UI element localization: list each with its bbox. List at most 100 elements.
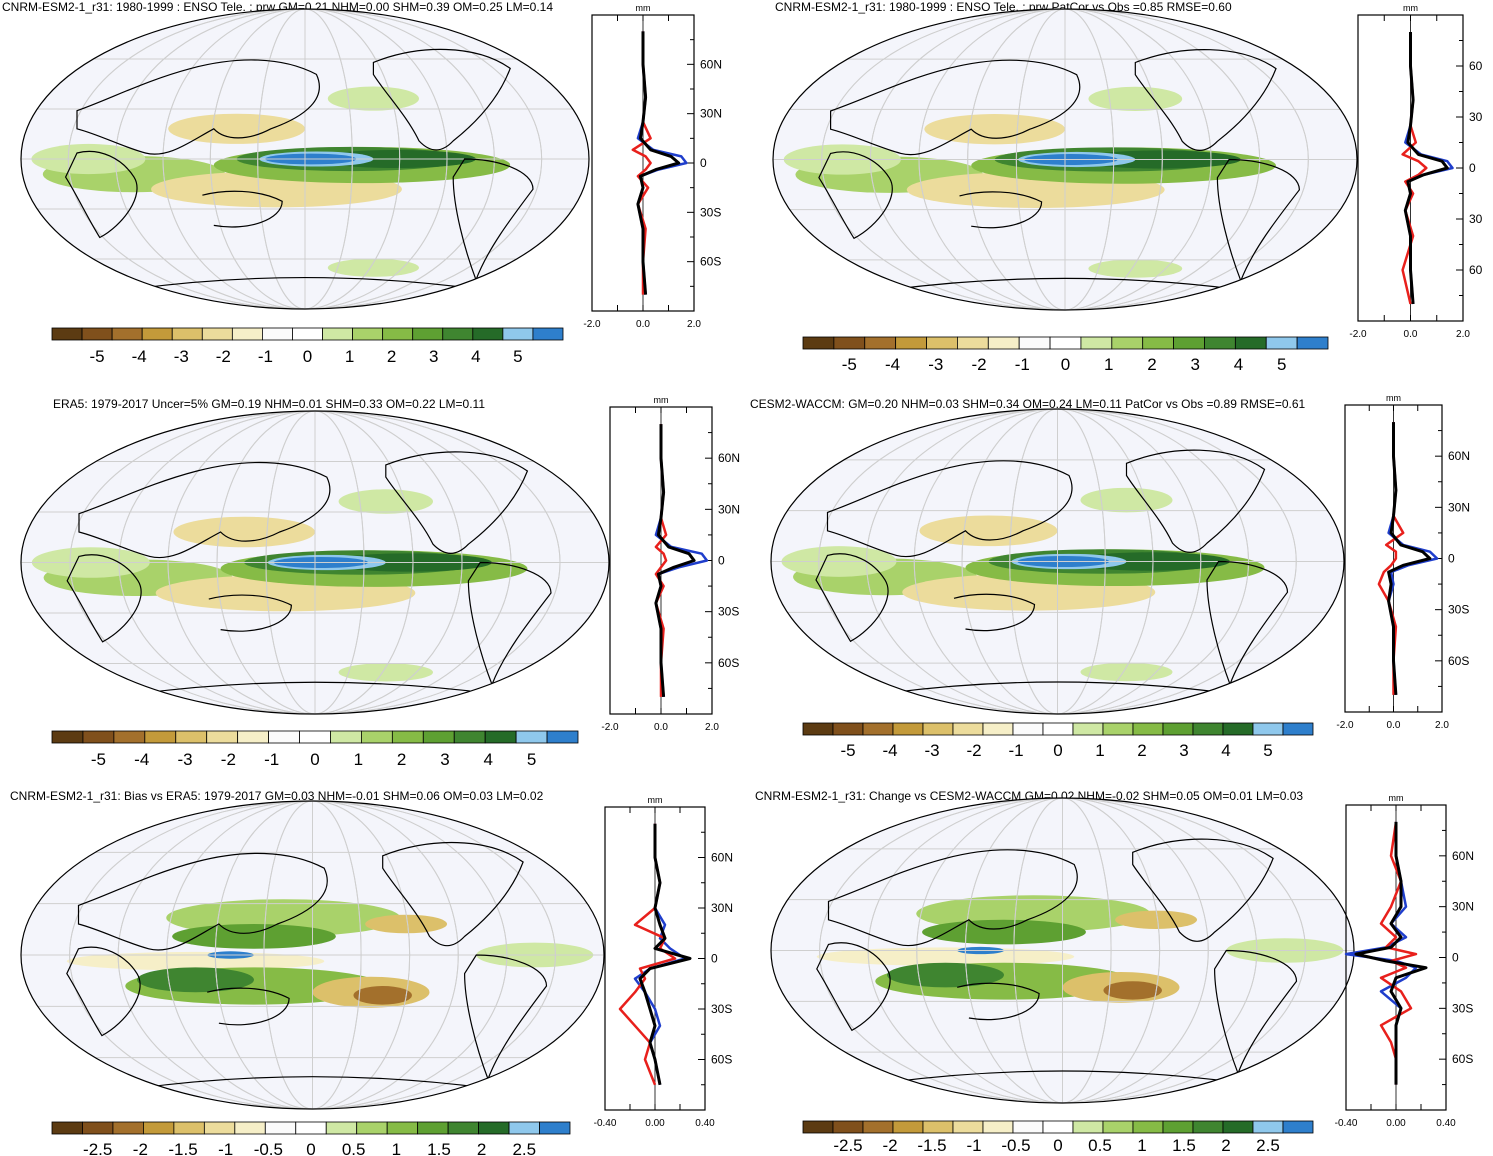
- colorbar-swatch: [262, 327, 293, 341]
- field-patch: [924, 114, 1065, 145]
- map-plot: [20, 410, 610, 715]
- colorbar-label: -5: [91, 750, 106, 769]
- x-tick-label: 2.0: [687, 319, 701, 330]
- colorbar-label: 5: [527, 750, 536, 769]
- colorbar-label: -4: [134, 750, 149, 769]
- colorbar-swatch: [51, 327, 83, 341]
- lat-tick-label: 60N: [700, 57, 722, 71]
- colorbar-swatch: [892, 722, 924, 736]
- x-tick-label: -0.40: [1335, 1118, 1358, 1129]
- field-patch: [168, 113, 305, 144]
- colorbar-swatch: [1132, 722, 1164, 736]
- profile-series-line: [654, 424, 696, 698]
- colorbar-swatch: [352, 327, 384, 341]
- colorbar-swatch: [113, 730, 146, 744]
- colorbar-label: -1: [218, 1140, 233, 1156]
- lat-tick-label: 60N: [711, 851, 733, 865]
- colorbar-label: 0: [1053, 1136, 1062, 1155]
- colorbar-swatch: [1204, 336, 1236, 350]
- lat-tick-label: 30S: [711, 1002, 732, 1016]
- colorbar-label: -4: [132, 347, 147, 366]
- colorbar-swatch: [1222, 722, 1254, 736]
- x-tick-label: 2.0: [705, 722, 719, 733]
- profile-series-line: [1387, 422, 1432, 696]
- colorbar-label: -3: [174, 347, 189, 366]
- colorbar-label: 4: [1234, 355, 1243, 374]
- map-border: [20, 800, 605, 1110]
- x-tick-label: -2.0: [583, 319, 601, 330]
- lat-tick-label: 30S: [1448, 603, 1469, 617]
- colorbar-swatch: [1282, 722, 1314, 736]
- colorbar-label: -1: [966, 1136, 981, 1155]
- colorbar-label: -1: [1008, 741, 1023, 760]
- colorbar-label: 2: [477, 1140, 486, 1156]
- lat-tick-label: 30S: [718, 605, 739, 619]
- colorbar-swatch: [982, 722, 1014, 736]
- lat-tick-label: 60S: [1448, 654, 1469, 668]
- colorbar-swatch: [832, 1120, 864, 1134]
- colorbar-label: -5: [90, 347, 105, 366]
- lat-tick-label: 60N: [718, 451, 740, 465]
- field-patch: [327, 86, 419, 111]
- colorbar-swatch: [864, 336, 897, 350]
- colorbar-swatch: [386, 1121, 419, 1135]
- x-tick-label: -0.40: [594, 1118, 617, 1129]
- colorbar-swatch: [206, 730, 239, 744]
- map-projection: [770, 797, 1355, 1104]
- colorbar-label: 4: [471, 347, 480, 366]
- map-plot: [772, 8, 1358, 311]
- colorbar-swatch: [952, 1120, 984, 1134]
- colorbar-label: 3: [1190, 355, 1199, 374]
- lat-tick-label: 30N: [1452, 900, 1474, 914]
- colorbar-swatch: [478, 1121, 510, 1135]
- profile-unit: mm: [1386, 393, 1401, 403]
- colorbar-label: 3: [429, 347, 438, 366]
- profile-series-line: [636, 31, 681, 295]
- field-patch: [1088, 86, 1183, 112]
- zonal-mean-profile: 60N 30N 0 30S 60S mm -0.40 0.00 0.40: [1335, 793, 1474, 1129]
- lat-tick-label: 0: [1452, 951, 1459, 965]
- profile-series-line: [618, 823, 677, 1086]
- colorbar-swatch: [175, 730, 208, 744]
- lat-tick-label: 0: [1469, 161, 1476, 175]
- colorbar-swatch: [412, 327, 444, 341]
- map-plot: [20, 8, 590, 310]
- colorbar-label: 3: [440, 750, 449, 769]
- colorbar: -5 -4 -3 -2 -1 0 1 2 3 4 5: [51, 327, 564, 366]
- colorbar-swatch: [922, 1120, 954, 1134]
- lat-tick-label: 0: [700, 156, 707, 170]
- colorbar-label: -1: [264, 750, 279, 769]
- colorbar-swatch: [1018, 336, 1051, 350]
- profile-unit: mm: [1403, 3, 1418, 13]
- colorbar-label: -1.5: [917, 1136, 946, 1155]
- colorbar-swatch: [356, 1121, 388, 1135]
- profile-unit: mm: [654, 395, 669, 405]
- lat-tick-label: 60S: [718, 656, 739, 670]
- x-tick-label: 0.00: [1386, 1118, 1406, 1129]
- x-tick-label: -2.0: [601, 722, 619, 733]
- colorbar-swatch: [502, 327, 534, 341]
- colorbar-swatch: [325, 1121, 358, 1135]
- profile-unit: mm: [636, 3, 651, 13]
- colorbar-label: -1: [1015, 355, 1030, 374]
- lat-tick-label: 0: [718, 554, 725, 568]
- field-patch: [173, 516, 315, 548]
- colorbar-swatch: [112, 1121, 144, 1135]
- colorbar: -5 -4 -3 -2 -1 0 1 2 3 4 5: [802, 336, 1329, 374]
- lat-tick-label: 30N: [718, 502, 740, 516]
- colorbar-swatch: [417, 1121, 449, 1135]
- colorbar-swatch: [832, 722, 864, 736]
- colorbar-swatch: [391, 730, 424, 744]
- colorbar-swatch: [171, 327, 203, 341]
- colorbar-swatch: [1296, 336, 1329, 350]
- coastlines: [66, 841, 548, 1089]
- x-tick-label: 2.0: [1456, 329, 1470, 340]
- colorbar-swatch: [1192, 722, 1224, 736]
- colorbar-swatch: [292, 327, 323, 341]
- colorbar-swatch: [203, 1121, 236, 1135]
- map-projection: [770, 408, 1345, 715]
- colorbar-label: 0: [1053, 741, 1062, 760]
- map-plot: [770, 797, 1355, 1104]
- colorbar: -5 -4 -3 -2 -1 0 1 2 3 4 5: [51, 730, 579, 769]
- coastlines: [818, 49, 1301, 291]
